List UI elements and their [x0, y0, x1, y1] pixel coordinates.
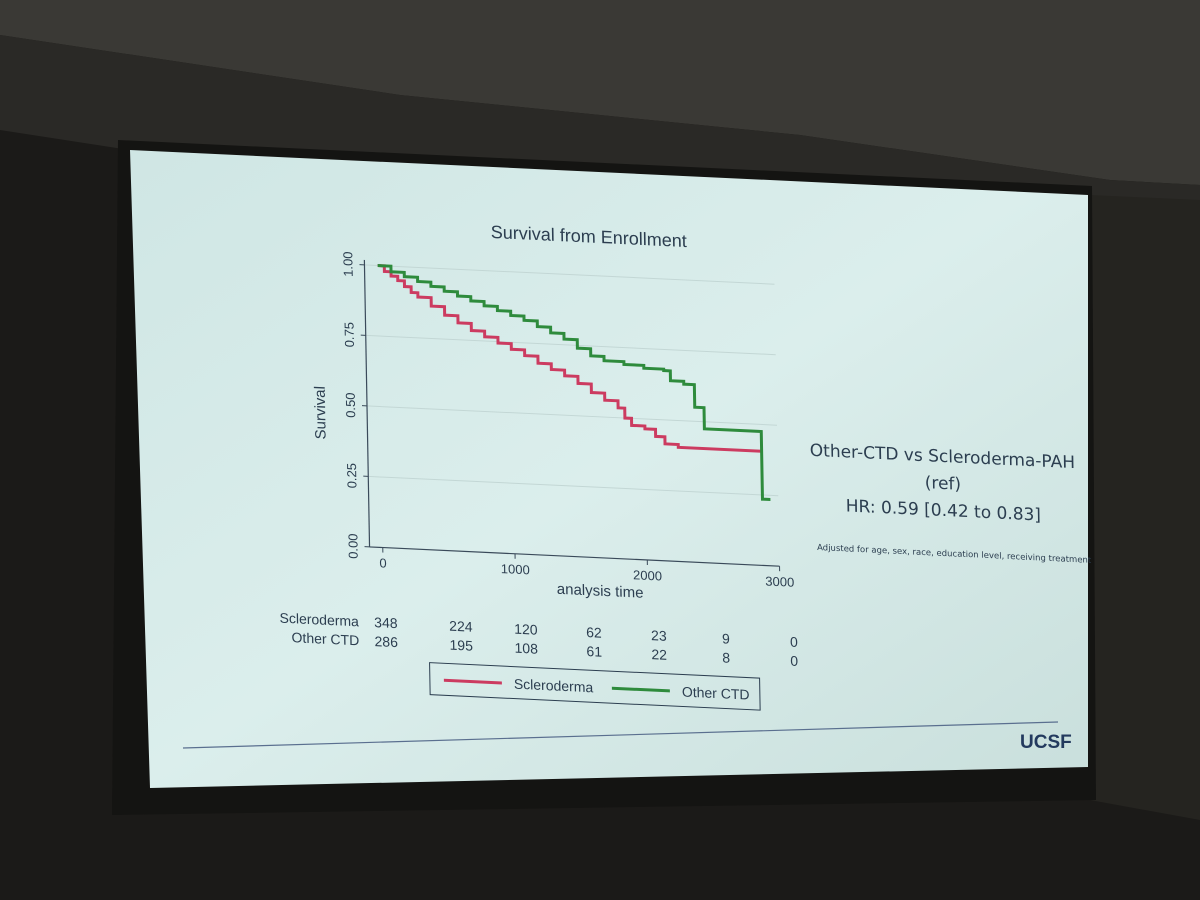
y-tick-label: 1.00 — [340, 251, 355, 277]
y-axis-label: Survival — [312, 386, 330, 440]
risk-table-row-label: Scleroderma — [279, 610, 359, 630]
risk-table-cell: 286 — [374, 633, 398, 650]
risk-table-cell: 9 — [722, 630, 730, 646]
wall-right — [1090, 195, 1200, 820]
risk-table-cell: 120 — [514, 621, 538, 638]
x-tick-labels: 0 1000 2000 3000 — [379, 555, 794, 589]
risk-table-cell: 0 — [790, 653, 798, 669]
risk-table-cell: 8 — [722, 649, 730, 665]
risk-table-cell: 23 — [651, 627, 667, 644]
series-lines — [377, 264, 771, 502]
x-axis-label: analysis time — [557, 581, 644, 602]
axes — [359, 259, 781, 572]
risk-table-cell: 0 — [790, 634, 798, 650]
legend-swatch — [611, 686, 670, 693]
risk-table-cell: 62 — [586, 624, 602, 641]
gridline — [366, 405, 778, 426]
legend-swatch — [443, 678, 502, 685]
series-line-scleroderma — [377, 264, 762, 453]
risk-table-row-label: Other CTD — [291, 629, 359, 648]
risk-table-cell: 348 — [374, 614, 398, 631]
y-tick-label: 0.25 — [344, 463, 359, 489]
risk-table-cell: 195 — [449, 637, 473, 654]
ucsf-logo: UCSF — [1020, 732, 1072, 753]
x-tick-label: 0 — [379, 555, 386, 570]
x-tick-label: 1000 — [501, 561, 530, 577]
legend-box — [429, 662, 761, 711]
y-tick-labels: 0.00 0.25 0.50 0.75 1.00 — [340, 251, 361, 559]
risk-table-cell: 108 — [514, 640, 538, 657]
x-tick-label: 3000 — [765, 574, 794, 590]
gridline — [368, 475, 779, 497]
y-tick-label: 0.00 — [345, 533, 360, 559]
risk-table: Scleroderma 348 224 120 62 23 9 0 Other CTD 286 19… — [279, 610, 798, 669]
series-line-other-ctd — [377, 264, 771, 502]
y-axis-line — [363, 259, 371, 547]
plot-area: 0.00 0.25 0.50 0.75 1.00 0 1000 2000 3000 — [340, 251, 794, 590]
risk-table-cell: 224 — [449, 618, 473, 635]
y-tick-label: 0.50 — [343, 392, 358, 418]
ceiling-shadow — [0, 35, 1200, 215]
slide-divider — [182, 721, 1059, 749]
gridline — [364, 264, 775, 285]
logo-text: UCSF — [1020, 732, 1072, 753]
risk-table-cell: 22 — [651, 646, 667, 663]
risk-table-cell: 61 — [586, 643, 602, 660]
x-tick-label: 2000 — [633, 567, 662, 583]
legend-label: Scleroderma — [514, 676, 594, 696]
slide-surface — [130, 150, 1088, 788]
ceiling-panel — [0, 0, 1200, 185]
y-tick-label: 0.75 — [342, 322, 357, 348]
annotation-ref: (ref) — [925, 473, 962, 495]
gridlines — [364, 264, 779, 497]
legend-label: Other CTD — [682, 683, 750, 702]
gridline — [365, 334, 776, 356]
legend: Scleroderma Other CTD — [429, 662, 761, 711]
x-axis-line — [369, 546, 780, 567]
